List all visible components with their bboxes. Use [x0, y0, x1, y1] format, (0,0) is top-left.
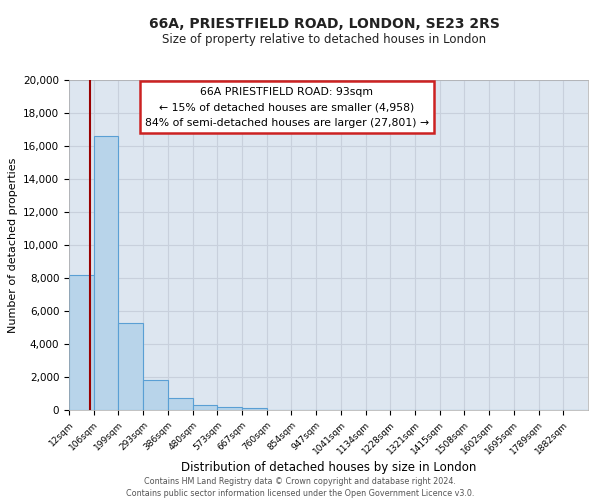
- Text: 66A PRIESTFIELD ROAD: 93sqm
← 15% of detached houses are smaller (4,958)
84% of : 66A PRIESTFIELD ROAD: 93sqm ← 15% of det…: [145, 86, 429, 128]
- Bar: [69, 274, 94, 410]
- Text: Contains public sector information licensed under the Open Government Licence v3: Contains public sector information licen…: [126, 489, 474, 498]
- Bar: [94, 136, 118, 410]
- Bar: [217, 406, 242, 410]
- Bar: [143, 380, 168, 410]
- Y-axis label: Number of detached properties: Number of detached properties: [8, 158, 17, 332]
- Text: 66A, PRIESTFIELD ROAD, LONDON, SE23 2RS: 66A, PRIESTFIELD ROAD, LONDON, SE23 2RS: [149, 18, 499, 32]
- Text: Contains HM Land Registry data © Crown copyright and database right 2024.: Contains HM Land Registry data © Crown c…: [144, 478, 456, 486]
- Text: Size of property relative to detached houses in London: Size of property relative to detached ho…: [162, 32, 486, 46]
- X-axis label: Distribution of detached houses by size in London: Distribution of detached houses by size …: [181, 462, 476, 474]
- Bar: [168, 398, 193, 410]
- Bar: [118, 322, 143, 410]
- Bar: [193, 405, 217, 410]
- Bar: [242, 408, 267, 410]
